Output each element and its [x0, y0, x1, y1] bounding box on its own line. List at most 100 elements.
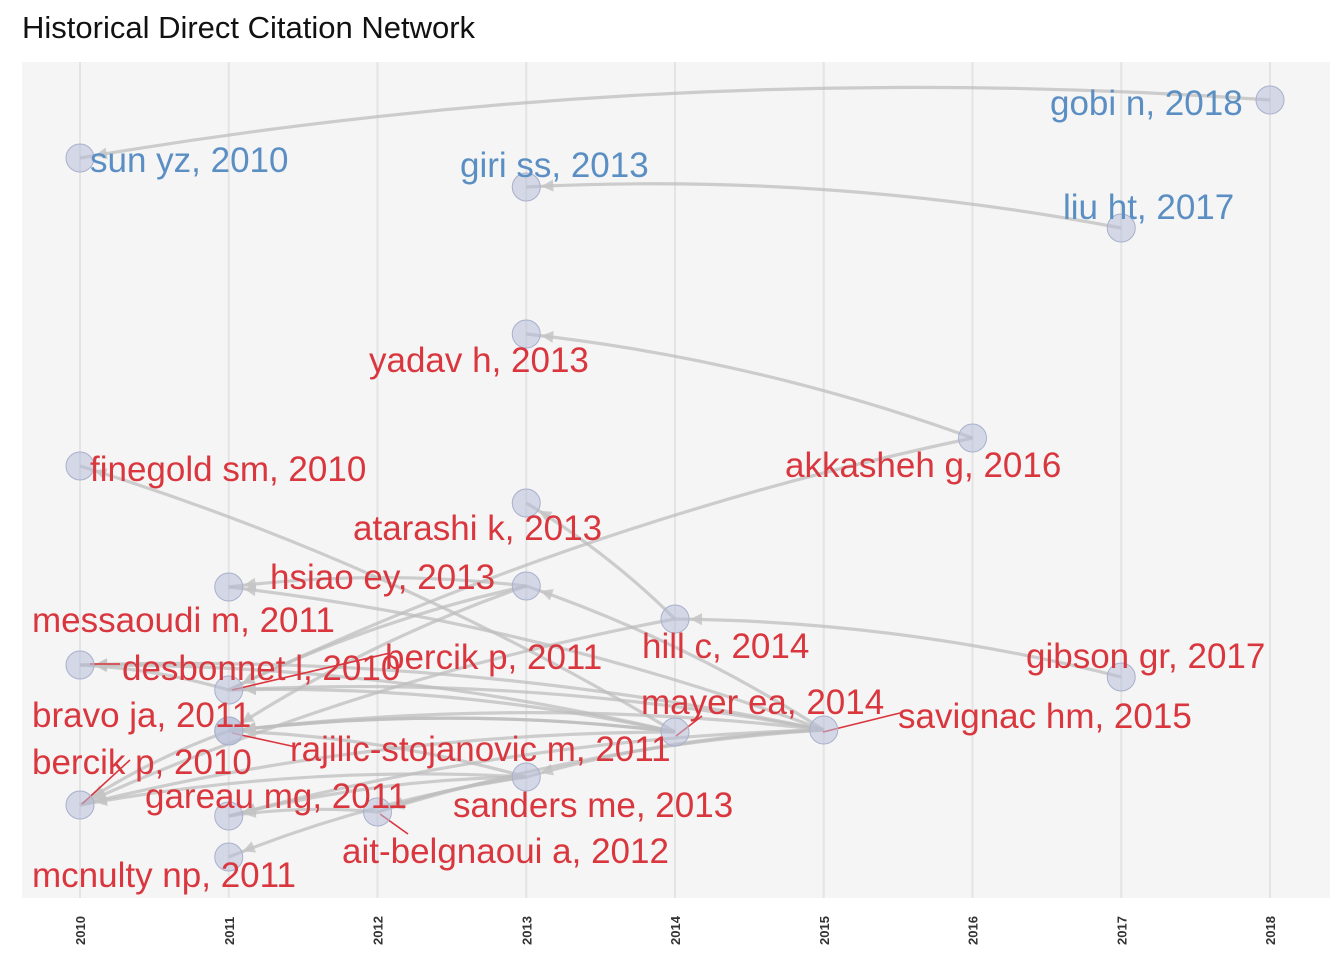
leader-line-rajilic — [231, 732, 297, 748]
citation-edge-liu-giri — [526, 182, 1122, 230]
citation-edge-hsiao-bercik2011 — [228, 584, 527, 692]
citation-edge-savignac-hsiao — [525, 584, 825, 732]
node-bercik2010 — [65, 790, 95, 820]
citation-edge-sanders-gareau — [228, 775, 527, 818]
node-yadav — [511, 319, 541, 349]
node-label-savignac: savignac hm, 2015 — [898, 697, 1192, 736]
citation-arrow-mayer-bercik2011 — [243, 683, 256, 696]
citation-arrow-hill-atarashi — [539, 510, 553, 523]
node-savignac — [809, 715, 839, 745]
x-tick-label-2014: 2014 — [668, 915, 683, 945]
citation-edge-mayer-desbonnet — [79, 663, 676, 734]
citation-arrow-sanders-bercik2010 — [94, 794, 108, 807]
x-tick-label-2012: 2012 — [371, 916, 386, 945]
citation-arrow-sanders-mcnulty — [242, 841, 257, 853]
node-label-bravo: bravo ja, 2011 — [32, 696, 251, 735]
x-tick-label-2017: 2017 — [1114, 916, 1129, 945]
node-label-rajilic: rajilic-stojanovic m, 2011 — [290, 730, 671, 769]
node-sanders — [511, 762, 541, 792]
node-label-messaoudi: messaoudi m, 2011 — [32, 601, 335, 640]
citation-edge-mayer-finegold — [79, 464, 676, 734]
node-mayer — [660, 717, 690, 747]
node-label-sun: sun yz, 2010 — [90, 141, 288, 180]
node-akkasheh — [958, 423, 987, 453]
node-label-sanders: sanders me, 2013 — [453, 786, 733, 825]
node-label-mayer: mayer ea, 2014 — [641, 683, 884, 722]
node-gibson — [1106, 662, 1136, 692]
node-label-akkasheh: akkasheh g, 2016 — [785, 446, 1061, 485]
node-label-hsiao: hsiao ey, 2013 — [270, 558, 495, 597]
citation-edge-hill-bercik2010 — [79, 617, 676, 807]
citation-arrow-hsiao-bercik2011 — [242, 672, 256, 684]
citation-edge-akkasheh-yadav — [526, 332, 974, 440]
node-label-gobi: gobi n, 2018 — [1050, 84, 1243, 123]
citation-edge-akkasheh-bercik2011 — [228, 436, 973, 692]
node-label-hill: hill c, 2014 — [642, 627, 809, 666]
citation-arrow-aitbelgnaoui-gareau — [243, 806, 257, 818]
node-hsiao — [511, 571, 541, 601]
node-messaoudi — [214, 572, 244, 602]
node-gobi — [1255, 85, 1285, 115]
citation-arrow-hsiao-bravo — [241, 711, 255, 723]
citation-arrow-bravo-bercik2010 — [92, 785, 106, 797]
x-tick-label-2013: 2013 — [519, 916, 534, 945]
x-axis-ticks: 2010 2011 2012 2013 2014 2015 2016 2017 2018 — [73, 915, 1278, 945]
citation-arrow-liu-giri — [541, 179, 554, 192]
x-tick-label-2015: 2015 — [817, 916, 832, 945]
citation-edge-gibson-hill — [674, 617, 1122, 679]
node-gareau — [214, 801, 244, 831]
x-tick-label-2010: 2010 — [73, 916, 88, 945]
node-aitbelgnaoui — [363, 797, 392, 827]
node-label-bercik2010: bercik p, 2010 — [32, 743, 252, 782]
citation-arrow-mayer-finegold — [94, 468, 108, 480]
citation-edge-hsiao-messaoudi — [228, 575, 527, 589]
node-label-finegold: finegold sm, 2010 — [90, 450, 366, 489]
node-bercik2011 — [214, 675, 244, 705]
citation-edge-mayer-bercik2010 — [79, 730, 676, 807]
node-label-gibson: gibson gr, 2017 — [1026, 637, 1265, 676]
paper-labels: gobi n, 2018 sun yz, 2010 giri ss, 2013 liu… — [32, 84, 1265, 895]
citation-edges — [79, 85, 1271, 859]
citation-arrow-mayer-bravo — [243, 721, 257, 734]
citation-arrow-savignac-messaoudi — [243, 584, 257, 597]
x-tick-label-2011: 2011 — [222, 917, 237, 945]
citation-edge-savignac-desbonnet — [79, 661, 825, 732]
grid-lines — [79, 62, 1271, 898]
node-hill — [660, 604, 690, 634]
citation-edge-hsiao-bravo — [227, 584, 527, 733]
citation-edge-sanders-rajilic — [228, 729, 527, 779]
node-label-atarashi: atarashi k, 2013 — [353, 509, 602, 548]
node-giri — [511, 172, 541, 202]
chart-title: Historical Direct Citation Network — [22, 10, 476, 45]
node-label-bercik2011: bercik p, 2011 — [385, 638, 602, 677]
citation-arrow-savignac-hsiao — [540, 589, 554, 601]
citation-edge-savignac-gareau — [228, 728, 824, 818]
paper-nodes — [65, 85, 1285, 872]
node-sun — [65, 143, 95, 173]
node-desbonnet — [65, 650, 95, 680]
node-label-giri: giri ss, 2013 — [460, 146, 649, 185]
node-label-liu: liu ht, 2017 — [1063, 188, 1234, 227]
citation-edge-mayer-bravo — [228, 716, 676, 734]
citation-edge-savignac-bercik2011 — [228, 684, 825, 732]
node-label-desbonnet: desbonnet l, 2010 — [122, 649, 400, 688]
citation-arrow-gobi-sun — [94, 147, 108, 160]
node-label-aitbelgnaoui: ait-belgnaoui a, 2012 — [342, 832, 669, 871]
node-liu — [1106, 213, 1136, 243]
node-rajilic — [214, 716, 244, 746]
node-mcnulty — [214, 842, 244, 872]
node-atarashi — [511, 488, 541, 518]
x-tick-label-2016: 2016 — [966, 916, 981, 945]
citation-edge-savignac-messaoudi — [228, 585, 825, 732]
leader-line-bercik2011 — [231, 652, 391, 691]
citation-arrow-akkasheh-yadav — [541, 330, 554, 343]
node-finegold — [65, 451, 95, 481]
citation-edge-sanders-bercik2010 — [79, 772, 527, 807]
node-label-mcnulty: mcnulty np, 2011 — [32, 856, 296, 895]
node-label-gareau: gareau mg, 2011 — [145, 777, 407, 816]
citation-arrow-gibson-hill — [689, 613, 703, 626]
node-label-yadav: yadav h, 2013 — [369, 341, 589, 380]
x-tick-label-2018: 2018 — [1263, 916, 1278, 945]
citation-edge-gobi-sun — [79, 85, 1271, 160]
